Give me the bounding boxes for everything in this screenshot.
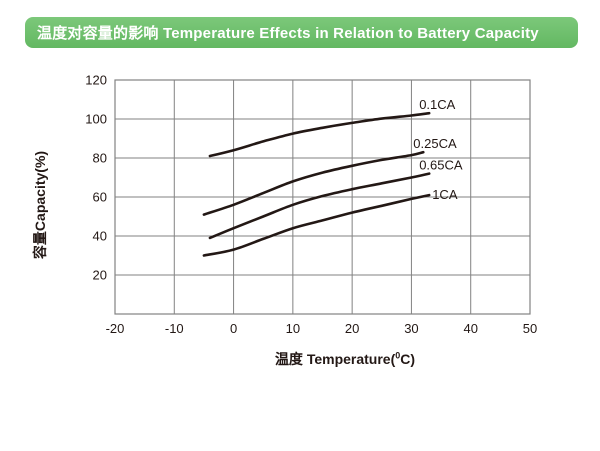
x-tick-label: -10 [165, 321, 184, 336]
y-tick-label: 40 [93, 229, 107, 244]
x-axis-title: 温度 Temperature(0C) [225, 349, 465, 369]
x-tick-label: 50 [523, 321, 537, 336]
x-axis-title-zh: 温度 [274, 351, 303, 367]
section-title-bar: 温度对容量的影响 Temperature Effects in Relation… [25, 17, 578, 48]
x-tick-label: 30 [404, 321, 418, 336]
y-axis-title: 容量Capacity(%) [32, 150, 48, 260]
y-tick-label: 60 [93, 190, 107, 205]
x-tick-label: 0 [230, 321, 237, 336]
y-tick-label: 100 [85, 112, 107, 127]
y-tick-label: 120 [85, 73, 107, 88]
y-tick-label: 20 [93, 268, 107, 283]
section-title: 温度对容量的影响 Temperature Effects in Relation… [37, 25, 539, 42]
x-axis-title-en: Temperature( [302, 351, 396, 367]
x-tick-label: 10 [286, 321, 300, 336]
series-line-1ca [202, 193, 431, 257]
series-line-0-1ca [208, 111, 431, 158]
x-tick-label: 40 [463, 321, 477, 336]
x-tick-label: -20 [106, 321, 125, 336]
x-axis-title-unit: C) [400, 351, 416, 367]
series-line-0-25ca [202, 150, 425, 216]
y-tick-label: 80 [93, 151, 107, 166]
x-tick-label: 20 [345, 321, 359, 336]
series-label-0-65ca: 0.65CA [419, 158, 463, 173]
series-line-0-65ca [208, 172, 431, 240]
series-label-0-25ca: 0.25CA [413, 136, 457, 151]
series-label-0-1ca: 0.1CA [419, 97, 455, 112]
x-axis-title-degree: 0 [395, 350, 401, 361]
series-label-1ca: 1CA [432, 187, 458, 202]
plot-frame [114, 79, 531, 315]
